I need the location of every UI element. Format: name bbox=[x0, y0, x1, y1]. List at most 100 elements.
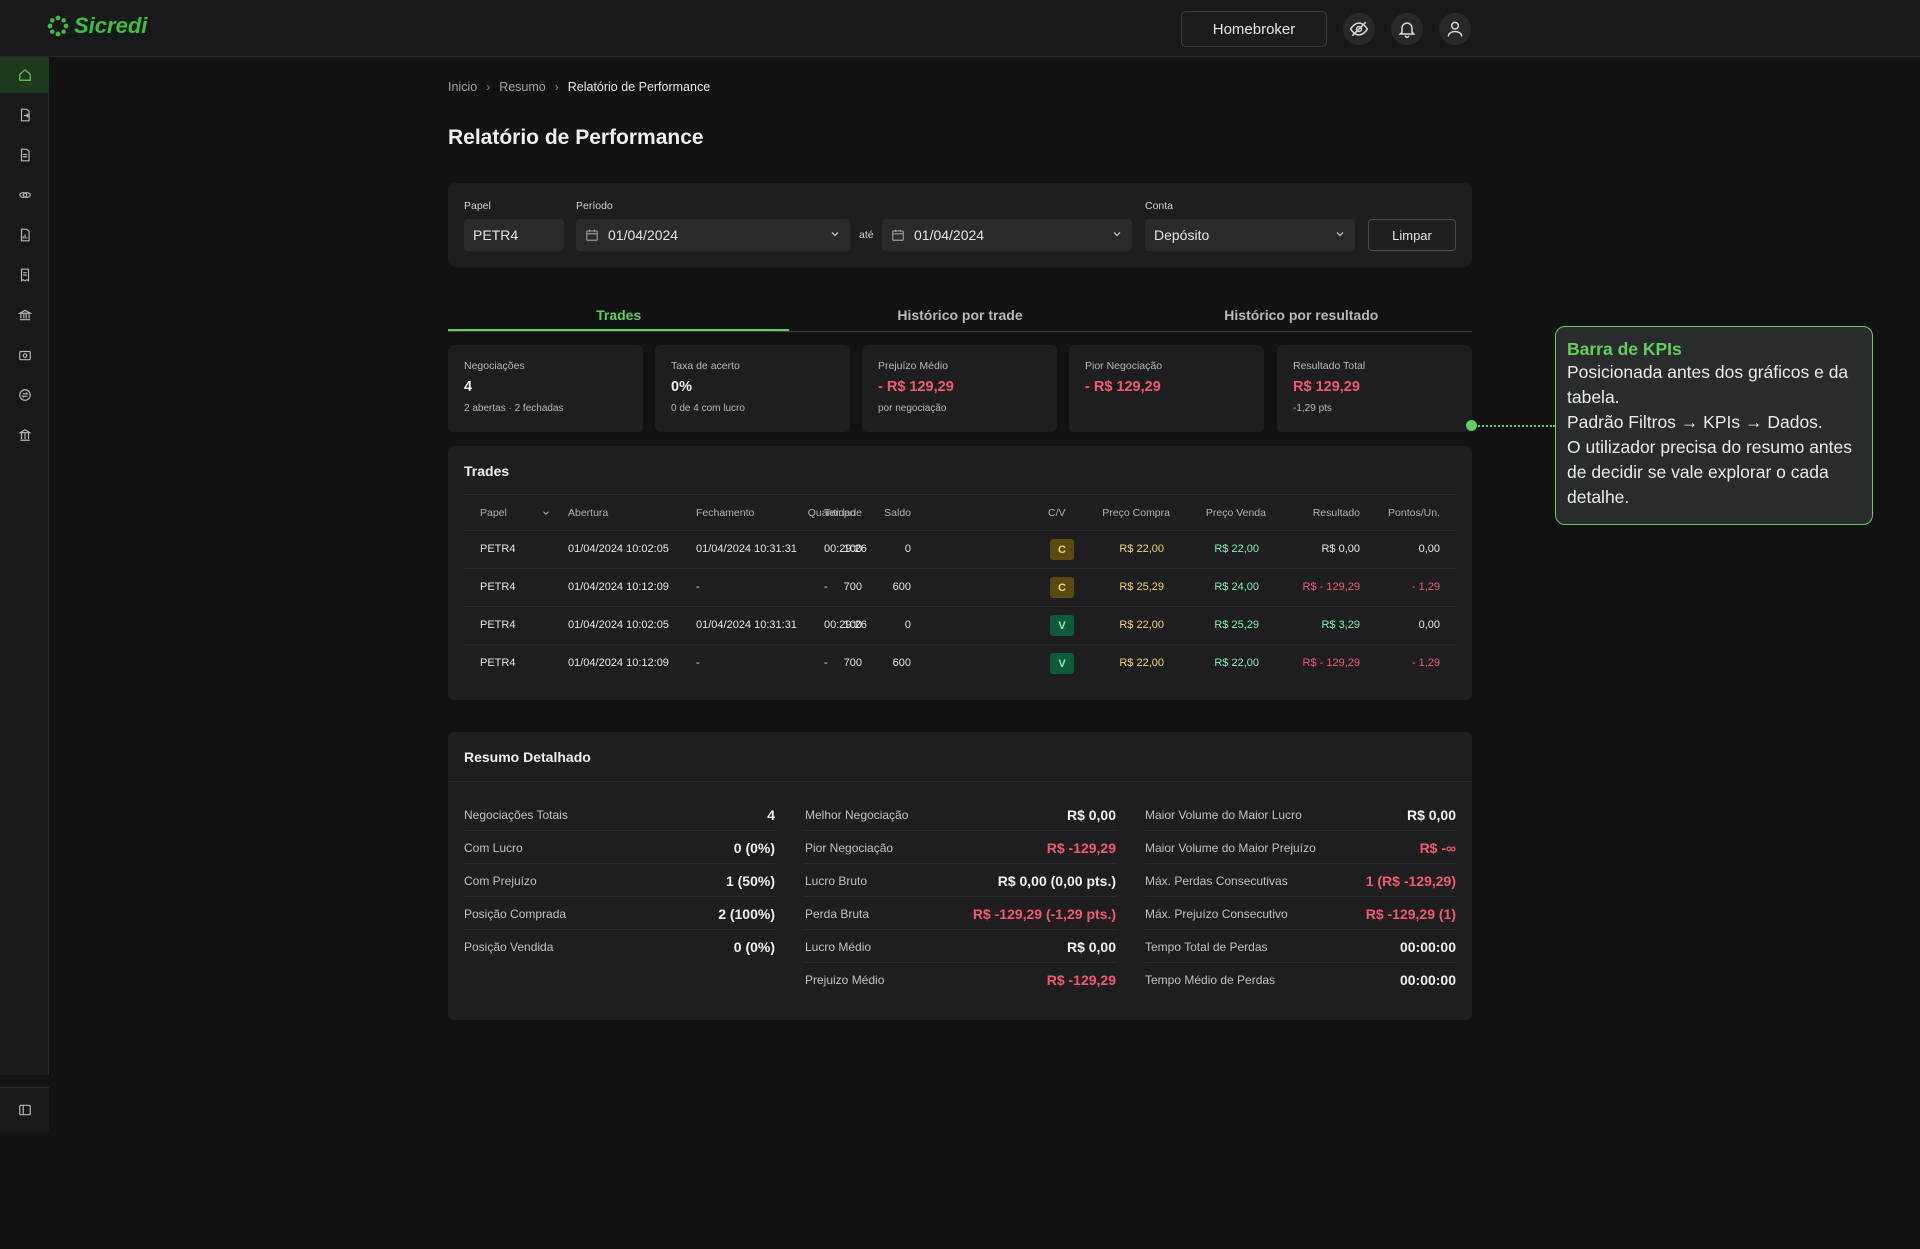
summary-value: 0 (0%) bbox=[733, 939, 775, 955]
column-header-tempo[interactable]: Tempo bbox=[824, 507, 856, 519]
sidebar-item-money[interactable] bbox=[0, 177, 49, 213]
table-row[interactable]: PETR4 01/04/2024 10:12:09 - - 700 600 C … bbox=[464, 569, 1456, 607]
kpi-sub: 2 abertas · 2 fechadas bbox=[464, 403, 564, 414]
kpi-label: Resultado Total bbox=[1293, 360, 1366, 372]
summary-value: R$ -129,29 bbox=[1046, 972, 1116, 988]
column-header-preco-venda[interactable]: Preço Venda bbox=[1205, 507, 1266, 519]
cell-preco-venda: R$ 24,00 bbox=[1214, 581, 1259, 593]
table-row[interactable]: PETR4 01/04/2024 10:12:09 - - 700 600 V … bbox=[464, 645, 1456, 683]
cell-papel: PETR4 bbox=[480, 619, 516, 631]
summary-label: Posição Comprada bbox=[464, 907, 567, 921]
kpi-sub: -1,29 pts bbox=[1293, 403, 1332, 414]
sidebar-item-exchange[interactable] bbox=[0, 377, 49, 413]
summary-value: 00:00:00 bbox=[1399, 972, 1456, 988]
column-header-quantidade[interactable]: Quantidade bbox=[807, 507, 862, 519]
cell-resultado: R$ - 129,29 bbox=[1302, 657, 1360, 669]
clear-button[interactable]: Limpar bbox=[1368, 219, 1456, 251]
column-header-abertura[interactable]: Abertura bbox=[568, 507, 609, 519]
homebroker-button[interactable]: Homebroker bbox=[1181, 11, 1327, 47]
cell-pontos: - 1,29 bbox=[1411, 581, 1440, 593]
table-row[interactable]: PETR4 01/04/2024 10:02:05 01/04/2024 10:… bbox=[464, 607, 1456, 645]
summary-label: Máx. Perdas Consecutivas bbox=[1145, 874, 1288, 888]
summary-row: Perda Bruta R$ -129,29 (-1,29 pts.) bbox=[805, 897, 1116, 930]
table-row[interactable]: PETR4 01/04/2024 10:02:05 01/04/2024 10:… bbox=[464, 531, 1456, 569]
cell-pontos: 0,00 bbox=[1418, 619, 1440, 631]
summary-label: Pior Negociação bbox=[805, 841, 894, 855]
sidebar-item-receipt[interactable] bbox=[0, 257, 49, 293]
annotation-line: Posicionada antes dos gráficos e da tabe… bbox=[1567, 362, 1849, 407]
column-header-papel[interactable]: Papel bbox=[480, 507, 507, 519]
annotation-line: Padrão Filtros → KPIs → Dados. bbox=[1567, 412, 1823, 432]
cell-papel: PETR4 bbox=[480, 581, 516, 593]
kpi-value: - R$ 129,29 bbox=[1085, 379, 1161, 395]
cell-quantidade: 100 bbox=[843, 619, 862, 631]
summary-title: Resumo Detalhado bbox=[464, 749, 591, 765]
cell-quantidade: 700 bbox=[843, 657, 862, 669]
summary-value: R$ 0,00 bbox=[1066, 807, 1116, 823]
chevron-down-icon bbox=[1113, 232, 1121, 237]
money-icon bbox=[18, 192, 31, 198]
tab-historico-por-trade[interactable]: Histórico por trade bbox=[897, 307, 1023, 323]
papel-input[interactable]: PETR4 bbox=[464, 219, 564, 251]
conta-label: Conta bbox=[1145, 200, 1174, 212]
building-icon bbox=[17, 429, 32, 441]
breadcrumb-item-resumo[interactable]: Resumo bbox=[499, 80, 546, 94]
cell-saldo: 600 bbox=[892, 657, 911, 669]
summary-row: Lucro Médio R$ 0,00 bbox=[805, 930, 1116, 963]
sidebar-item-wallet[interactable] bbox=[0, 337, 49, 373]
kpi-label: Taxa de acerto bbox=[671, 360, 740, 372]
sidebar-item-bank[interactable] bbox=[0, 297, 49, 333]
periodo-label: Período bbox=[576, 200, 613, 212]
document-icon bbox=[20, 148, 30, 162]
kpi-value: - R$ 129,29 bbox=[878, 379, 954, 395]
summary-value: R$ -129,29 (-1,29 pts.) bbox=[972, 906, 1116, 922]
cell-abertura: 01/04/2024 10:12:09 bbox=[568, 657, 669, 669]
summary-value: 2 (100%) bbox=[718, 906, 775, 922]
breadcrumb-item-inicio[interactable]: Inicio bbox=[448, 80, 478, 94]
annotation-title: Barra de KPIs bbox=[1567, 339, 1682, 359]
column-header-preco-compra[interactable]: Preço Compra bbox=[1102, 507, 1170, 519]
summary-label: Maior Volume do Maior Prejuízo bbox=[1145, 841, 1316, 855]
chevron-down-icon bbox=[831, 232, 839, 237]
column-header-resultado[interactable]: Resultado bbox=[1312, 507, 1360, 519]
user-icon[interactable] bbox=[1439, 13, 1471, 45]
summary-value: R$ 0,00 (0,00 pts.) bbox=[997, 873, 1116, 889]
tab-trades[interactable]: Trades bbox=[448, 300, 790, 331]
sidebar-item-home[interactable] bbox=[0, 57, 49, 93]
summary-value: 0 (0%) bbox=[733, 840, 775, 856]
kpi-sub: 0 de 4 com lucro bbox=[671, 403, 745, 414]
date-from-select[interactable]: 01/04/2024 bbox=[576, 219, 850, 251]
summary-row: Com Lucro 0 (0%) bbox=[464, 831, 775, 864]
eye-off-icon[interactable] bbox=[1343, 13, 1375, 45]
sidebar-collapse-button[interactable] bbox=[0, 1087, 49, 1132]
sidebar-item-file-chart[interactable] bbox=[0, 217, 49, 253]
tab-historico-por-resultado[interactable]: Histórico por resultado bbox=[1224, 307, 1379, 323]
chevron-down-icon[interactable] bbox=[541, 508, 551, 518]
calendar-icon bbox=[586, 229, 598, 241]
date-to-select[interactable]: 01/04/2024 bbox=[882, 219, 1132, 251]
cell-quantidade: 100 bbox=[843, 543, 862, 555]
document-arrow-icon bbox=[20, 108, 30, 122]
sidebar-item-document[interactable] bbox=[0, 137, 49, 173]
papel-label: Papel bbox=[464, 200, 491, 212]
kpi-card-prejuizo-medio: Prejuízo Médio - R$ 129,29 por negociaçã… bbox=[862, 345, 1057, 432]
summary-label: Prejuizo Médio bbox=[805, 973, 885, 987]
summary-row: Máx. Prejuízo Consecutivo R$ -129,29 (1) bbox=[1145, 897, 1456, 930]
summary-row: Maior Volume do Maior Lucro R$ 0,00 bbox=[1145, 798, 1456, 831]
bell-icon[interactable] bbox=[1391, 13, 1423, 45]
column-header-saldo[interactable]: Saldo bbox=[884, 507, 911, 519]
bank-icon bbox=[17, 309, 32, 321]
column-header-pontos[interactable]: Pontos/Un. bbox=[1388, 507, 1440, 519]
sidebar-item-building[interactable] bbox=[0, 417, 49, 453]
cell-resultado: R$ - 129,29 bbox=[1302, 581, 1360, 593]
summary-row: Com Prejuízo 1 (50%) bbox=[464, 864, 775, 897]
column-header-fechamento[interactable]: Fechamento bbox=[696, 507, 755, 519]
summary-row: Posição Vendida 0 (0%) bbox=[464, 930, 775, 963]
summary-label: Perda Bruta bbox=[805, 907, 870, 921]
breadcrumb-item-current: Relatório de Performance bbox=[567, 80, 711, 94]
brand-logo[interactable]: Sicredi bbox=[46, 13, 147, 39]
conta-select[interactable]: Depósito bbox=[1145, 219, 1355, 251]
cell-fechamento: 01/04/2024 10:31:31 bbox=[696, 619, 797, 631]
sidebar-item-document-arrow[interactable] bbox=[0, 97, 49, 133]
column-header-cv[interactable]: C/V bbox=[1048, 507, 1066, 519]
